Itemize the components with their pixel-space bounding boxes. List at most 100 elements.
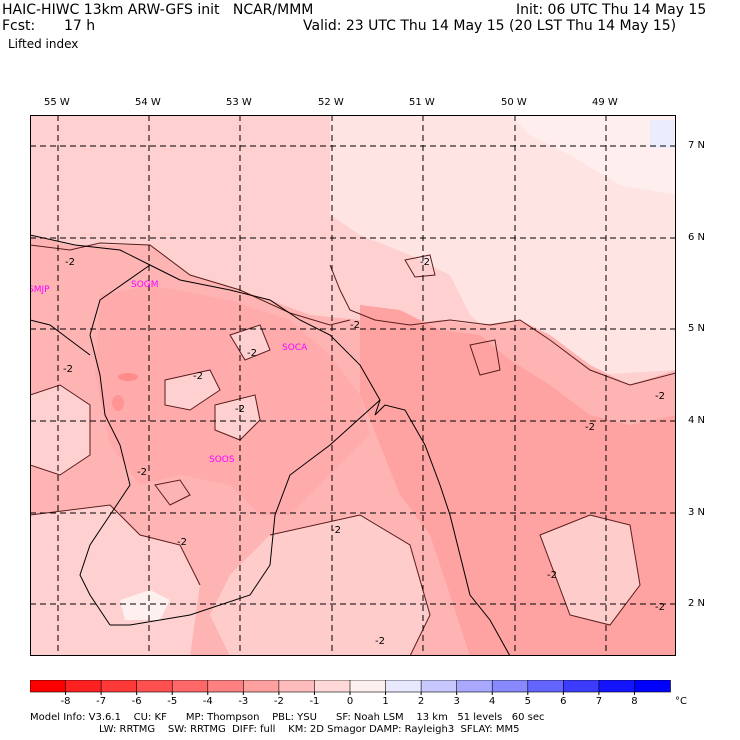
- colorbar-tick-label: 3: [453, 696, 459, 707]
- colorbar-tick-label: 5: [525, 696, 531, 707]
- colorbar-swatch: [65, 680, 102, 693]
- contour-line-patch-2: [214, 394, 261, 441]
- light-patch-1: [30, 385, 90, 475]
- contour-label: -2: [193, 371, 203, 382]
- lon-label-55w: 55 W: [44, 97, 70, 108]
- init-time: Init: 06 UTC Thu 14 May 15: [516, 2, 707, 18]
- contour-label: -2: [655, 391, 665, 402]
- light-patch-4: [165, 370, 220, 410]
- colorbar-swatches: [30, 680, 671, 693]
- contour-label: -2: [63, 364, 73, 375]
- colorbar-swatch: [243, 680, 280, 693]
- colorbar-swatch: [207, 680, 245, 693]
- colorbar-swatch: [314, 680, 351, 693]
- footer-model-info: Model Info: V3.6.1 CU: KF MP: Thompson P…: [30, 712, 545, 723]
- colorbar-tick-label: 0: [347, 696, 353, 707]
- lat-label-5n: 5 N: [688, 323, 706, 334]
- colorbar-tick-label: -2: [274, 696, 284, 707]
- colorbar-swatch: [563, 680, 600, 693]
- lat-label-4n: 4 N: [688, 415, 706, 426]
- colorbar-swatch: [491, 680, 529, 693]
- station-sogm: SOGM: [131, 280, 159, 290]
- colorbar-swatch: [527, 680, 565, 693]
- colorbar-swatch: [136, 680, 174, 693]
- contour-label: -2: [420, 257, 430, 268]
- contour-line-west-2: [30, 504, 201, 586]
- light-patch-7: [540, 515, 640, 625]
- model-title: HAIC-HIWC 13km ARW-GFS init NCAR/MMM: [2, 2, 314, 18]
- lat-label-2n: 2 N: [688, 598, 706, 609]
- contour-label: -2: [137, 467, 147, 478]
- colorbar-unit: °C: [675, 696, 687, 707]
- colorbar-swatch: [278, 680, 316, 693]
- contour-label: -2: [177, 537, 187, 548]
- footer-physics-info: LW: RRTMG SW: RRTMG DIFF: full KM: 2D Sm…: [99, 724, 520, 735]
- contour-labels: -2 -2 -2 -2 -2 -2 -2 -2 -2 -2 -2 -2 -2 -…: [63, 257, 665, 647]
- contour-label: -2: [247, 348, 257, 359]
- white-patch: [120, 590, 170, 620]
- lightest-patch-ne: [510, 115, 676, 195]
- lat-label-3n: 3 N: [688, 507, 706, 518]
- contour-line-small-1: [154, 479, 191, 506]
- field-name: Lifted index: [8, 37, 79, 51]
- contour-label: -2: [331, 525, 341, 536]
- stations: SMJP SOGM SOCA SOOS: [30, 280, 308, 465]
- colorbar-tick-label: 1: [382, 696, 388, 707]
- lon-label-51w: 51 W: [409, 97, 435, 108]
- colorbar-swatch: [456, 680, 494, 693]
- contour-label: -2: [547, 570, 557, 581]
- lifted-index-map: -2 -2 -2 -2 -2 -2 -2 -2 -2 -2 -2 -2 -2 -…: [30, 115, 676, 656]
- contour-label: -2: [65, 257, 75, 268]
- colorbar-swatch: [30, 680, 67, 693]
- colorbar-swatch: [171, 680, 209, 693]
- contour-lines: [30, 242, 676, 656]
- lon-label-54w: 54 W: [135, 97, 161, 108]
- contour-line-main: [329, 264, 676, 386]
- lon-label-52w: 52 W: [318, 97, 344, 108]
- valid-time: Valid: 23 UTC Thu 14 May 15 (20 LST Thu …: [303, 18, 677, 34]
- lat-label-7n: 7 N: [688, 140, 706, 151]
- forecast-label: Fcst:: [2, 18, 36, 34]
- colorbar-tick-label: 7: [596, 696, 602, 707]
- coastlines-borders: [30, 234, 511, 656]
- colorbar-swatch: [598, 680, 636, 693]
- lat-lon-grid: [30, 115, 676, 656]
- lat-label-6n: 6 N: [688, 232, 706, 243]
- colorbar-tick-label: 6: [560, 696, 566, 707]
- contour-line-north: [30, 242, 351, 326]
- station-smjp: SMJP: [30, 285, 50, 295]
- contour-line-southeast: [539, 514, 641, 626]
- dark-spot-2: [112, 395, 124, 411]
- colorbar: -8 -7 -6 -5 -4 -3 -2 -1 0 1 2 3 4 5 6 7 8 °C: [30, 680, 687, 707]
- light-patch-5: [215, 395, 260, 440]
- colorbar-tick-label: -4: [203, 696, 213, 707]
- bluish-patch: [650, 120, 674, 148]
- border-river: [30, 319, 91, 356]
- colorbar-swatch: [385, 680, 422, 693]
- colorbar-tick-label: 4: [489, 696, 495, 707]
- contour-line-small-2: [469, 339, 501, 376]
- colorbar-swatch: [420, 680, 458, 693]
- contour-label: -2: [350, 320, 360, 331]
- contour-line-west-1: [30, 384, 91, 476]
- colorbar-tick-label: -1: [309, 696, 319, 707]
- colorbar-swatch: [349, 680, 387, 693]
- contour-label: -2: [585, 422, 595, 433]
- colorbar-tick-label: -6: [132, 696, 142, 707]
- colorbar-swatch: [634, 680, 671, 693]
- station-soca: SOCA: [282, 343, 308, 353]
- contour-line-patch-3: [229, 324, 271, 361]
- colorbar-tick-label: -5: [167, 696, 177, 707]
- contour-label: -2: [375, 636, 385, 647]
- light-patch-3: [210, 515, 430, 656]
- lon-label-53w: 53 W: [226, 97, 252, 108]
- light-region-ne: [330, 115, 676, 375]
- lon-label-49w: 49 W: [592, 97, 618, 108]
- contour-label: -2: [235, 404, 245, 415]
- colorbar-swatch: [100, 680, 138, 693]
- contour-label: -2: [655, 602, 665, 613]
- colorbar-tick-label: 8: [631, 696, 637, 707]
- border-interior: [110, 399, 381, 626]
- forecast-hour: 17 h: [64, 18, 96, 34]
- darker-region-west: [95, 285, 370, 515]
